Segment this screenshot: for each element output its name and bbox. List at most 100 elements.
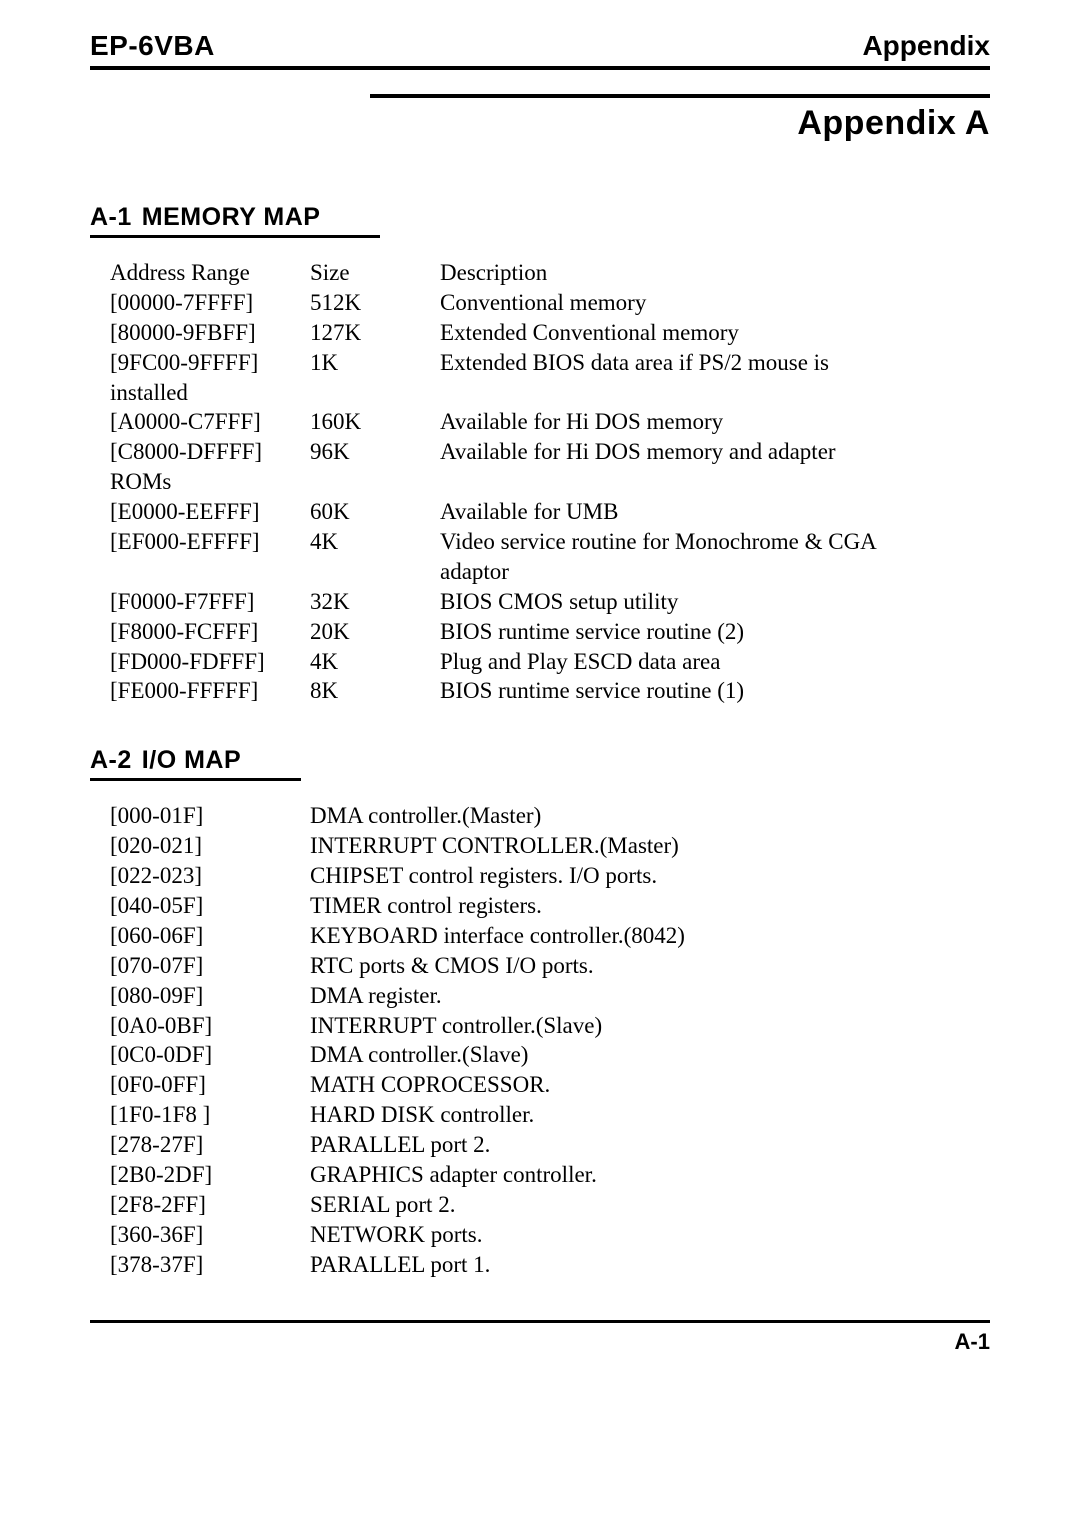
section-title: MEMORY MAP (142, 203, 321, 231)
section-io: A-2I/O MAP [000-01F]DMA controller.(Mast… (90, 746, 990, 1279)
io-row: [020-021]INTERRUPT CONTROLLER.(Master) (110, 831, 990, 861)
mem-desc-cont: adaptor (440, 557, 990, 587)
col-header-desc: Description (440, 258, 990, 288)
mem-addr-cont: installed (110, 378, 310, 408)
mem-addr: [F0000-F7FFF] (110, 587, 310, 617)
io-row: [060-06F]KEYBOARD interface controller.(… (110, 921, 990, 951)
mem-size: 1K (310, 348, 440, 378)
io-row: [070-07F]RTC ports & CMOS I/O ports. (110, 951, 990, 981)
io-addr: [060-06F] (110, 921, 310, 951)
io-desc: INTERRUPT CONTROLLER.(Master) (310, 831, 990, 861)
io-row: [022-023]CHIPSET control registers. I/O … (110, 861, 990, 891)
io-addr: [1F0-1F8 ] (110, 1100, 310, 1130)
appendix-title: Appendix A (370, 94, 990, 143)
mem-desc: BIOS CMOS setup utility (440, 587, 990, 617)
mem-size: 512K (310, 288, 440, 318)
io-addr: [278-27F] (110, 1130, 310, 1160)
io-desc: PARALLEL port 1. (310, 1250, 990, 1280)
io-desc: DMA controller.(Slave) (310, 1040, 990, 1070)
mem-size: 20K (310, 617, 440, 647)
header-right: Appendix (862, 30, 990, 62)
mem-desc: Video service routine for Monochrome & C… (440, 527, 990, 557)
section-title: I/O MAP (142, 746, 241, 774)
mem-desc: Available for Hi DOS memory and adapter (440, 437, 990, 467)
io-row: [000-01F]DMA controller.(Master) (110, 801, 990, 831)
memory-header-row: Address Range Size Description (110, 258, 990, 288)
mem-addr: [F8000-FCFFF] (110, 617, 310, 647)
io-row: [0C0-0DF]DMA controller.(Slave) (110, 1040, 990, 1070)
memory-row: [E0000-EEFFF]60KAvailable for UMB (110, 497, 990, 527)
mem-desc: Extended Conventional memory (440, 318, 990, 348)
memory-row: [C8000-DFFFF]96KAvailable for Hi DOS mem… (110, 437, 990, 467)
section-memory: A-1MEMORY MAP Address Range Size Descrip… (90, 203, 990, 706)
io-row: [2F8-2FF]SERIAL port 2. (110, 1190, 990, 1220)
mem-size: 4K (310, 527, 440, 557)
io-addr: [070-07F] (110, 951, 310, 981)
mem-addr: [EF000-EFFFF] (110, 527, 310, 557)
memory-row: [FE000-FFFFF]8KBIOS runtime service rout… (110, 676, 990, 706)
io-row: [278-27F]PARALLEL port 2. (110, 1130, 990, 1160)
section-heading-io: A-2I/O MAP (90, 746, 301, 781)
io-desc: DMA controller.(Master) (310, 801, 990, 831)
io-row: [378-37F]PARALLEL port 1. (110, 1250, 990, 1280)
memory-row: [EF000-EFFFF]4KVideo service routine for… (110, 527, 990, 557)
mem-size: 32K (310, 587, 440, 617)
mem-addr: [9FC00-9FFFF] (110, 348, 310, 378)
mem-size: 60K (310, 497, 440, 527)
io-addr: [020-021] (110, 831, 310, 861)
mem-addr: [C8000-DFFFF] (110, 437, 310, 467)
memory-row: [9FC00-9FFFF]1KExtended BIOS data area i… (110, 348, 990, 378)
io-table: [000-01F]DMA controller.(Master)[020-021… (110, 801, 990, 1279)
io-desc: RTC ports & CMOS I/O ports. (310, 951, 990, 981)
io-addr: [000-01F] (110, 801, 310, 831)
io-desc: HARD DISK controller. (310, 1100, 990, 1130)
io-addr: [378-37F] (110, 1250, 310, 1280)
io-row: [2B0-2DF]GRAPHICS adapter controller. (110, 1160, 990, 1190)
io-desc: INTERRUPT controller.(Slave) (310, 1011, 990, 1041)
mem-desc: Available for Hi DOS memory (440, 407, 990, 437)
memory-row: [00000-7FFFF]512KConventional memory (110, 288, 990, 318)
memory-row-continuation: installed (110, 378, 990, 408)
page-footer: A-1 (90, 1320, 990, 1355)
mem-desc: Conventional memory (440, 288, 990, 318)
io-row: [080-09F]DMA register. (110, 981, 990, 1011)
header-left: EP-6VBA (90, 30, 215, 62)
appendix-title-wrap: Appendix A (90, 94, 990, 143)
io-desc: PARALLEL port 2. (310, 1130, 990, 1160)
memory-row: [F8000-FCFFF]20KBIOS runtime service rou… (110, 617, 990, 647)
io-desc: GRAPHICS adapter controller. (310, 1160, 990, 1190)
io-addr: [040-05F] (110, 891, 310, 921)
io-desc: DMA register. (310, 981, 990, 1011)
mem-addr: [00000-7FFFF] (110, 288, 310, 318)
io-row: [0A0-0BF]INTERRUPT controller.(Slave) (110, 1011, 990, 1041)
memory-table: Address Range Size Description [00000-7F… (110, 258, 990, 706)
memory-row: [F0000-F7FFF]32KBIOS CMOS setup utility (110, 587, 990, 617)
mem-addr: [FD000-FDFFF] (110, 647, 310, 677)
io-desc: MATH COPROCESSOR. (310, 1070, 990, 1100)
io-desc: SERIAL port 2. (310, 1190, 990, 1220)
mem-addr: [FE000-FFFFF] (110, 676, 310, 706)
io-desc: TIMER control registers. (310, 891, 990, 921)
memory-row: [80000-9FBFF]127KExtended Conventional m… (110, 318, 990, 348)
page-header: EP-6VBA Appendix (90, 30, 990, 70)
io-addr: [0A0-0BF] (110, 1011, 310, 1041)
io-row: [360-36F]NETWORK ports. (110, 1220, 990, 1250)
mem-size: 4K (310, 647, 440, 677)
mem-size: 8K (310, 676, 440, 706)
mem-desc: Plug and Play ESCD data area (440, 647, 990, 677)
memory-row-continuation: ROMs (110, 467, 990, 497)
mem-desc: Available for UMB (440, 497, 990, 527)
section-heading-memory: A-1MEMORY MAP (90, 203, 380, 238)
mem-desc: BIOS runtime service routine (2) (440, 617, 990, 647)
mem-addr-cont: ROMs (110, 467, 310, 497)
io-row: [0F0-0FF]MATH COPROCESSOR. (110, 1070, 990, 1100)
mem-addr: [E0000-EEFFF] (110, 497, 310, 527)
io-addr: [2F8-2FF] (110, 1190, 310, 1220)
memory-row: [A0000-C7FFF]160KAvailable for Hi DOS me… (110, 407, 990, 437)
io-desc: NETWORK ports. (310, 1220, 990, 1250)
mem-desc: BIOS runtime service routine (1) (440, 676, 990, 706)
col-header-size: Size (310, 258, 440, 288)
io-addr: [0F0-0FF] (110, 1070, 310, 1100)
mem-size: 160K (310, 407, 440, 437)
memory-row: [FD000-FDFFF]4KPlug and Play ESCD data a… (110, 647, 990, 677)
